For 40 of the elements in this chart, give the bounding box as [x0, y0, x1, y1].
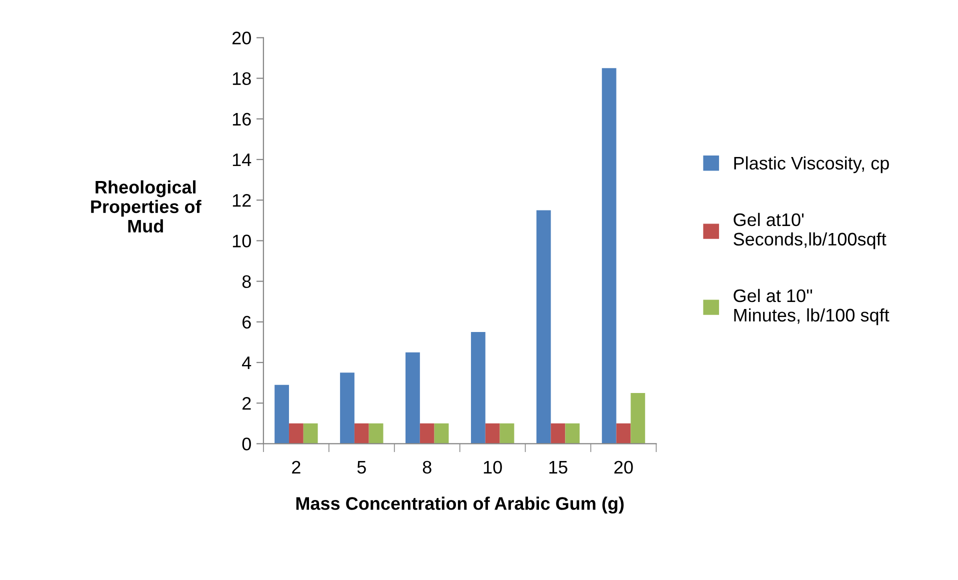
x-tick-label: 2 [292, 460, 300, 474]
y-tick-label: 10 [232, 234, 251, 248]
bar [550, 423, 566, 444]
bar [536, 210, 551, 444]
y-tick-label: 20 [232, 32, 251, 44]
legend-label: Plastic Viscosity, cp [734, 156, 889, 174]
x-tick-label: 20 [614, 460, 633, 474]
bar [368, 423, 384, 444]
y-tick-label: 12 [232, 194, 251, 207]
x-axis-title: Mass Concentration of Arabic Gum (g) [296, 496, 624, 514]
y-tick-label: 16 [232, 112, 251, 126]
bar [406, 352, 420, 444]
y-axis-title: Rheological Properties of Mud [91, 180, 202, 233]
y-tick-label: 18 [232, 72, 251, 86]
bar [470, 332, 486, 444]
y-tick-label: 14 [232, 154, 252, 166]
bar [288, 423, 304, 444]
bar [434, 423, 449, 444]
y-tick-label: 6 [242, 316, 251, 329]
bar [420, 423, 434, 444]
y-tick-label: 0 [242, 438, 251, 450]
bar [500, 423, 514, 444]
bar [616, 423, 631, 444]
y-tick-label: 8 [242, 275, 251, 288]
bar [303, 423, 318, 444]
bar [485, 423, 500, 444]
bar [340, 372, 354, 444]
bar [602, 68, 616, 444]
bar [565, 423, 580, 444]
bar [274, 384, 289, 444]
x-tick-label: 8 [422, 460, 432, 474]
legend-label: Gel at 10'' Minutes, lb/100 sqft [734, 288, 890, 326]
y-tick-label: 2 [242, 397, 251, 410]
x-tick-label: 10 [484, 460, 502, 474]
bar [630, 392, 646, 444]
legend-label: Gel at10' Seconds,lb/100sqft [734, 212, 886, 250]
x-tick-label: 15 [549, 461, 568, 474]
y-tick-label: 4 [242, 356, 252, 370]
bar [354, 423, 369, 444]
x-tick-label: 5 [357, 461, 366, 474]
